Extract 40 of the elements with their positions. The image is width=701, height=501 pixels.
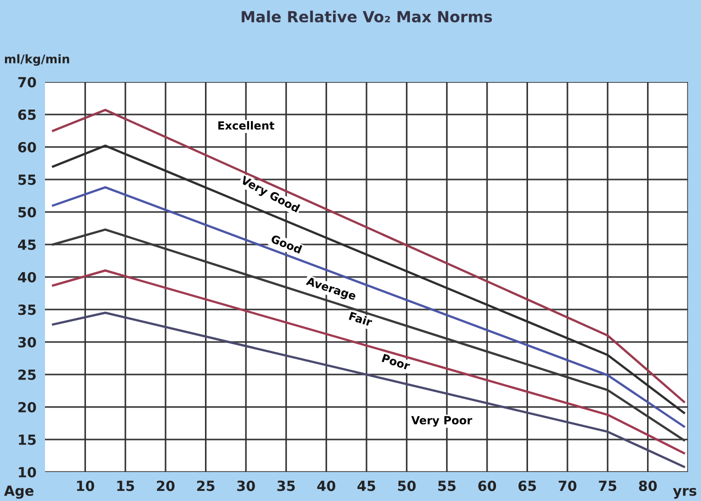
- y-tick-label: 15: [18, 434, 36, 445]
- x-tick-label: 40: [317, 480, 336, 492]
- x-tick-label: 20: [156, 480, 175, 492]
- x-tick-label: 50: [398, 480, 416, 492]
- y-tick-label: 60: [18, 142, 36, 152]
- text: yrs: [673, 488, 696, 499]
- y-tick-label: 20: [18, 402, 36, 412]
- x-tick-label: 25: [197, 480, 214, 492]
- y-tick-label: 45: [18, 240, 36, 250]
- x-tick-label: 70: [558, 480, 576, 492]
- line-series: [52, 269, 686, 454]
- annotation: Fair: [348, 311, 373, 327]
- annotation: Poor: [382, 354, 411, 370]
- line-series: [52, 108, 686, 403]
- y-tick-label: 40: [18, 272, 36, 282]
- y-tick-label: 30: [18, 336, 36, 348]
- y-tick-label: 25: [18, 369, 36, 380]
- annotation: Excellent: [218, 121, 274, 130]
- line-series: [52, 312, 686, 468]
- annotation: Good: [270, 234, 302, 254]
- y-axis-title: ml/kg/min: [4, 54, 70, 66]
- y-tick-label: 65: [18, 109, 36, 120]
- x-tick-label: 60: [478, 480, 496, 492]
- y-tick-label: 70: [18, 76, 36, 88]
- x-tick-label: 45: [357, 480, 376, 492]
- y-tick-label: 55: [18, 174, 36, 185]
- y-tick-label: 35: [18, 304, 36, 315]
- x-tick-label: 35: [277, 480, 295, 492]
- chart-title: Male Relative Vo₂ Max Norms: [242, 10, 492, 22]
- x-tick-label: 15: [117, 480, 134, 492]
- y-tick-label: 50: [18, 206, 36, 218]
- x-tick-label: 65: [518, 480, 536, 492]
- x-tick-label: 55: [438, 480, 456, 492]
- y-tick-label: 10: [18, 466, 36, 478]
- x-tick-label: 75: [598, 480, 616, 492]
- x-tick-label: 30: [237, 480, 255, 492]
- x-tick-label: 10: [77, 480, 94, 492]
- x-axis-title: Age: [4, 486, 34, 499]
- annotation: Very Poor: [411, 416, 472, 427]
- x-tick-label: 80: [638, 480, 657, 492]
